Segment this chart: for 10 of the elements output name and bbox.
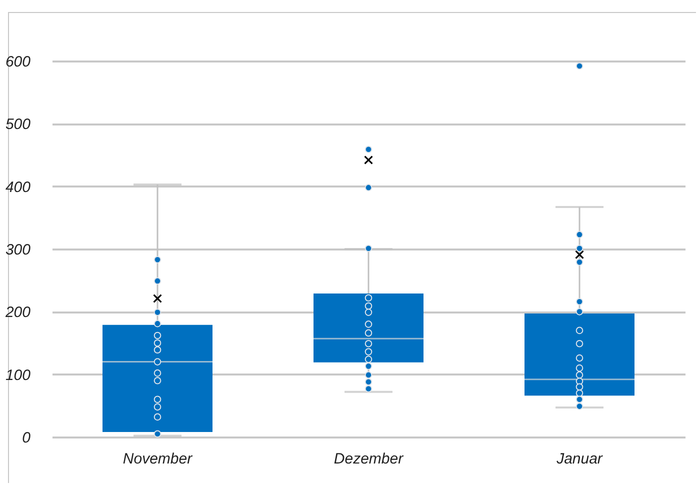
y-tick-label: 600 <box>5 54 32 70</box>
y-tick-label: 400 <box>5 178 32 196</box>
x-tick-label: Dezember <box>334 450 404 468</box>
y-tick-label: 0 <box>22 430 32 446</box>
x-tick-label: Januar <box>556 450 604 468</box>
y-tick-label: 200 <box>4 304 32 322</box>
y-tick-label: 500 <box>5 116 32 134</box>
y-tick-label: 300 <box>5 242 32 258</box>
x-tick-label: November <box>122 450 194 468</box>
y-tick-label: 100 <box>5 366 32 384</box>
